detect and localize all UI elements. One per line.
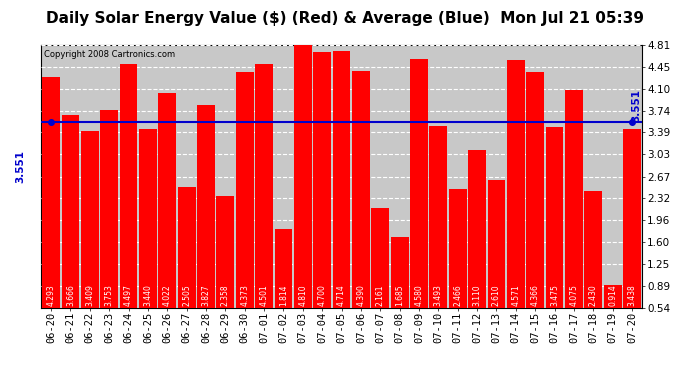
Text: 3.110: 3.110 — [473, 284, 482, 306]
Bar — [584, 191, 602, 308]
Text: 4.497: 4.497 — [124, 284, 133, 306]
Bar — [159, 93, 176, 308]
Text: 4.501: 4.501 — [259, 284, 268, 306]
Text: 4.373: 4.373 — [240, 284, 249, 306]
Bar — [294, 45, 312, 308]
Bar — [119, 64, 137, 308]
Text: 4.571: 4.571 — [511, 284, 520, 306]
Text: Copyright 2008 Cartronics.com: Copyright 2008 Cartronics.com — [44, 50, 175, 59]
Bar — [275, 229, 293, 308]
Text: 3.551: 3.551 — [16, 150, 26, 183]
Bar — [507, 60, 524, 308]
Bar — [42, 77, 60, 308]
Text: 2.505: 2.505 — [182, 284, 191, 306]
Bar — [100, 110, 118, 308]
Text: 3.666: 3.666 — [66, 284, 75, 306]
Bar — [81, 131, 99, 308]
Bar — [604, 285, 622, 308]
Text: 2.610: 2.610 — [492, 284, 501, 306]
Bar — [333, 51, 351, 308]
Bar — [178, 187, 195, 308]
Text: 1.685: 1.685 — [395, 284, 404, 306]
Text: 3.475: 3.475 — [550, 284, 559, 306]
Text: 4.293: 4.293 — [47, 284, 56, 306]
Text: 3.753: 3.753 — [105, 284, 114, 306]
Bar — [623, 129, 641, 308]
Bar — [469, 150, 486, 308]
Bar — [352, 71, 370, 308]
Bar — [255, 64, 273, 308]
Text: 0.914: 0.914 — [608, 284, 617, 306]
Text: 4.580: 4.580 — [415, 284, 424, 306]
Text: 3.438: 3.438 — [627, 284, 636, 306]
Bar — [313, 52, 331, 308]
Bar — [429, 126, 447, 308]
Bar — [197, 105, 215, 308]
Text: 3.409: 3.409 — [86, 284, 95, 306]
Text: 2.161: 2.161 — [376, 284, 385, 306]
Text: 4.022: 4.022 — [163, 284, 172, 306]
Text: 3.551: 3.551 — [632, 89, 642, 122]
Text: 3.827: 3.827 — [201, 284, 210, 306]
Bar — [565, 90, 583, 308]
Bar — [61, 116, 79, 308]
Text: 3.440: 3.440 — [144, 284, 152, 306]
Text: 4.075: 4.075 — [569, 284, 578, 306]
Bar — [410, 59, 428, 308]
Text: 2.430: 2.430 — [589, 284, 598, 306]
Bar — [139, 129, 157, 308]
Text: 4.366: 4.366 — [531, 284, 540, 306]
Text: 3.493: 3.493 — [434, 284, 443, 306]
Text: 4.700: 4.700 — [317, 284, 326, 306]
Text: 4.714: 4.714 — [337, 284, 346, 306]
Text: 4.390: 4.390 — [357, 284, 366, 306]
Bar — [526, 72, 544, 308]
Bar — [391, 237, 408, 308]
Bar — [371, 208, 389, 308]
Text: 2.358: 2.358 — [221, 284, 230, 306]
Bar — [236, 72, 254, 308]
Bar — [488, 180, 505, 308]
Text: 1.814: 1.814 — [279, 284, 288, 306]
Text: 4.810: 4.810 — [298, 284, 307, 306]
Text: 2.466: 2.466 — [453, 284, 462, 306]
Bar — [217, 196, 235, 308]
Bar — [546, 127, 564, 308]
Bar — [448, 189, 466, 308]
Text: Daily Solar Energy Value ($) (Red) & Average (Blue)  Mon Jul 21 05:39: Daily Solar Energy Value ($) (Red) & Ave… — [46, 11, 644, 26]
